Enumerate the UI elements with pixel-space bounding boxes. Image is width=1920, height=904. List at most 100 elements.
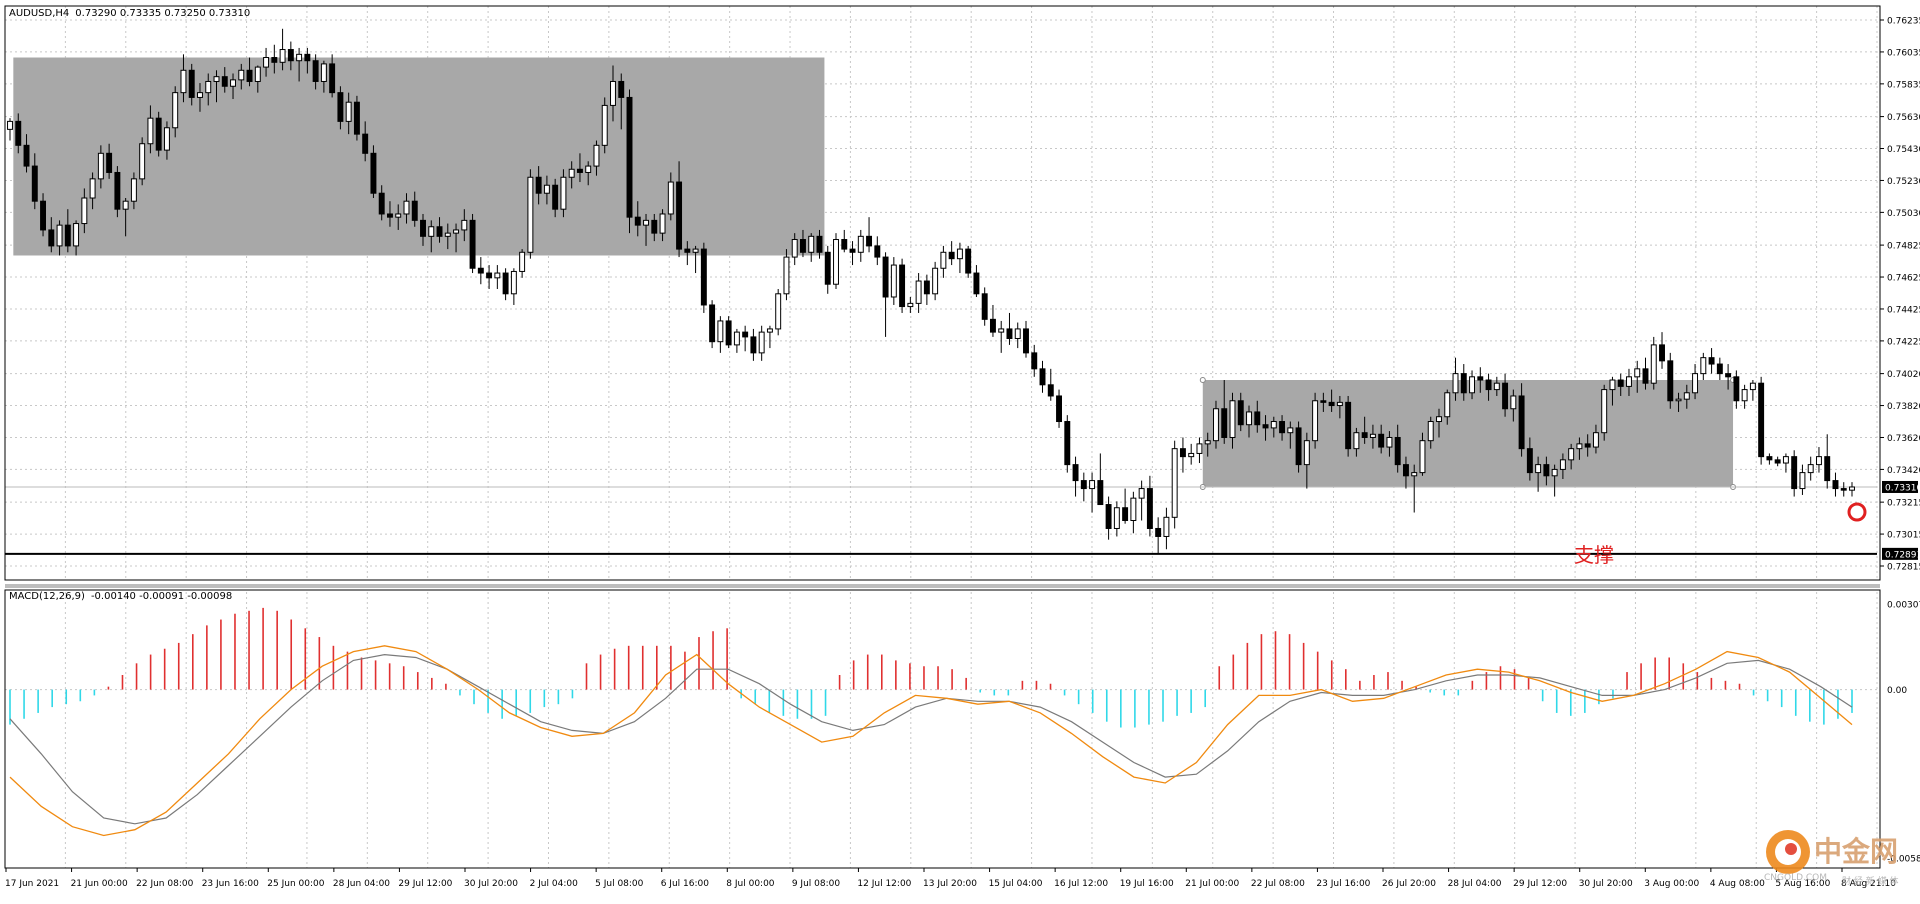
candle (1526, 437, 1533, 481)
rectangle-zone-1[interactable] (13, 57, 825, 256)
candle (1064, 415, 1071, 473)
candle (1485, 373, 1492, 401)
candlestick-series (7, 28, 1855, 555)
candle-body (1163, 516, 1170, 537)
candle-body (1659, 344, 1665, 362)
candle (1584, 434, 1591, 457)
candle (386, 201, 393, 227)
candle-body (915, 280, 922, 304)
candle (560, 169, 567, 218)
candle-body (263, 57, 270, 68)
candle (1237, 392, 1244, 432)
candle (1229, 392, 1236, 449)
candle-body (1270, 421, 1277, 429)
candle-body (1237, 400, 1244, 426)
candle (114, 166, 121, 218)
candle (48, 217, 55, 253)
time-tick-label: 23 Jul 16:00 (1316, 879, 1370, 889)
candle-body (1097, 480, 1104, 506)
candle (1642, 357, 1649, 390)
candle (230, 73, 236, 100)
candle-body (320, 63, 327, 82)
candle (907, 296, 914, 313)
time-tick-label: 19 Jul 16:00 (1120, 879, 1174, 889)
candle-body (932, 267, 939, 295)
candle (585, 161, 592, 186)
candle-body (296, 53, 303, 62)
candle-body (1774, 459, 1781, 464)
rectangle-zones[interactable] (13, 57, 1737, 490)
candle (1270, 416, 1277, 438)
macd-indicator (9, 607, 1853, 837)
time-tick-label: 8 Jul 00:00 (726, 879, 775, 889)
candle-body (560, 176, 567, 210)
symbol-title: AUDUSD,H4 0.73290 0.73335 0.73250 0.73310 (9, 8, 250, 19)
candle (188, 63, 195, 106)
candle (890, 257, 897, 305)
candle (320, 60, 327, 93)
candle-body (717, 320, 724, 343)
candle (543, 175, 550, 205)
candle-body (857, 235, 864, 253)
candle-body (502, 272, 509, 295)
candle-body (1130, 497, 1137, 521)
candle (709, 300, 716, 349)
candle-body (1312, 400, 1319, 442)
horizontal-lines[interactable] (5, 486, 1877, 555)
candle (1386, 431, 1393, 457)
candle (1708, 348, 1715, 374)
candle (882, 252, 889, 337)
candle-body (436, 226, 443, 237)
candle-body (1213, 408, 1219, 442)
candle-body (1014, 328, 1021, 339)
candle-body (31, 165, 38, 202)
candle (1320, 392, 1327, 412)
candle-body (1246, 411, 1252, 426)
candle (477, 257, 484, 285)
candle (263, 47, 270, 77)
candle (791, 233, 798, 266)
time-tick-label: 8 Aug 21:10 (1841, 879, 1896, 889)
candle (1692, 364, 1699, 400)
candle-body (585, 165, 592, 173)
candle (1072, 456, 1079, 497)
candle-body (1295, 427, 1302, 466)
candle (1782, 453, 1789, 473)
candle (1626, 368, 1632, 396)
rectangle-zone-2[interactable] (1202, 380, 1734, 487)
candle (1138, 480, 1145, 521)
candle (106, 143, 113, 179)
candle (238, 63, 245, 90)
support-annotation[interactable]: 支撑 (1574, 543, 1614, 567)
candle-body (1105, 504, 1112, 529)
candle-body (899, 264, 906, 308)
candle (568, 161, 575, 189)
time-tick-label: 23 Jun 16:00 (202, 879, 259, 889)
time-tick-label: 4 Aug 08:00 (1710, 879, 1765, 889)
candle-body (527, 176, 534, 253)
candle (899, 258, 906, 313)
candle-body (172, 92, 179, 129)
candle (1460, 364, 1467, 401)
time-tick-label: 22 Jun 08:00 (136, 879, 193, 889)
candle-body (230, 79, 236, 87)
candle (527, 169, 534, 259)
candle-body (766, 328, 773, 333)
candle-body (1328, 401, 1335, 407)
candle (1303, 432, 1310, 489)
candle (1436, 408, 1442, 438)
candle (1378, 424, 1385, 454)
candle-body (130, 178, 137, 202)
candle (1402, 456, 1409, 489)
candle (1369, 424, 1376, 449)
candle-body (1642, 368, 1649, 384)
candle (800, 229, 806, 258)
candle (1840, 482, 1847, 497)
candle-body (1650, 344, 1657, 384)
candle (1345, 395, 1352, 457)
